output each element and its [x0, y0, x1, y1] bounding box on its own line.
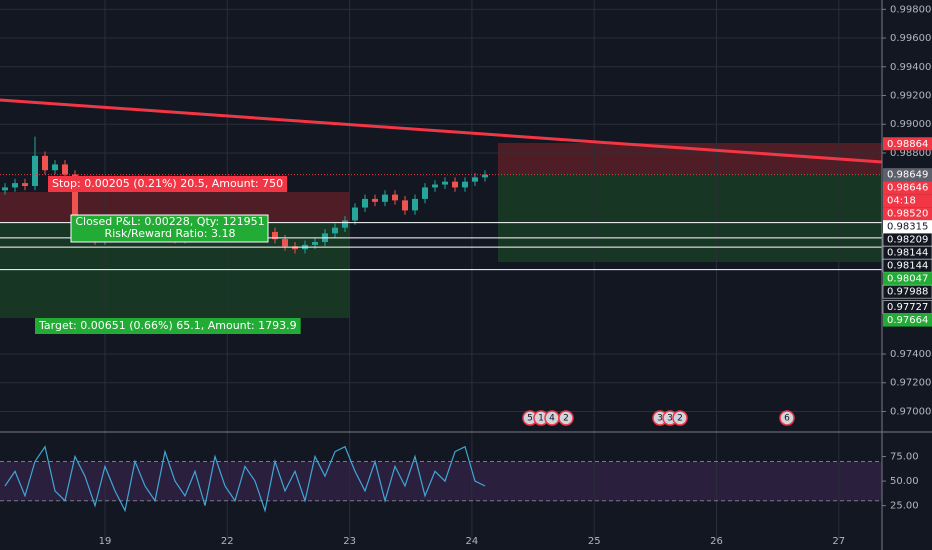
price-label-bg	[883, 181, 932, 195]
y-tick-label: 0.99600	[890, 33, 931, 44]
price-label-bg	[883, 207, 932, 221]
x-tick-label: 25	[588, 536, 601, 547]
trend-line	[0, 98, 883, 164]
candle-body	[42, 155, 48, 171]
y-tick-label: 0.99800	[890, 4, 931, 15]
price-label: 0.98864	[887, 139, 928, 150]
event-count: 3	[657, 414, 663, 424]
candle-body	[2, 187, 8, 191]
price-label: 0.97727	[887, 302, 928, 313]
event-count: 5	[527, 414, 533, 424]
x-tick-label: 26	[710, 536, 723, 547]
event-bubble	[779, 410, 795, 426]
candle-body	[72, 174, 78, 225]
x-tick-label: 22	[221, 536, 234, 547]
price-label-bg	[883, 313, 932, 327]
candle-body	[362, 198, 368, 208]
price-label: 0.98144	[887, 261, 928, 272]
y-tick-label: 0.98800	[890, 148, 931, 159]
y-tick-label: 0.99200	[890, 91, 931, 102]
price-label: 0.97664	[887, 315, 928, 326]
target-zone	[498, 174, 882, 262]
candle-body	[482, 174, 488, 178]
closed-text: Closed P&L: 0.00228, Qty: 121951	[75, 215, 264, 228]
y-tick-label: 0.99000	[890, 119, 931, 130]
closed-text: Risk/Reward Ratio: 3.18	[105, 227, 236, 240]
candle-body	[442, 181, 448, 185]
price-label-bg	[883, 220, 932, 234]
candle-body	[32, 155, 38, 186]
candle-body	[422, 187, 428, 199]
rsi-tick-label: 75.00	[890, 452, 919, 463]
annotation: Target: 0.00651 (0.66%) 65.1, Amount: 17…	[35, 318, 301, 334]
candle-body	[412, 198, 418, 211]
price-label-bg	[883, 194, 932, 208]
candle-body	[472, 177, 478, 182]
x-tick-label: 23	[343, 536, 356, 547]
candle-body	[22, 183, 28, 186]
annotation-text: Stop: 0.00205 (0.21%) 20.5, Amount: 750	[52, 177, 283, 190]
event-count: 1	[538, 414, 544, 424]
candle-body	[292, 246, 298, 250]
price-label: 0.98315	[887, 222, 928, 233]
price-label: 0.98144	[887, 248, 928, 259]
candle-body	[402, 200, 408, 211]
candle-body	[342, 220, 348, 228]
candle-body	[312, 242, 318, 245]
candle-body	[372, 198, 378, 202]
candle-body	[52, 164, 58, 171]
event-count: 3	[667, 414, 673, 424]
price-label: 0.97988	[887, 287, 928, 298]
candle-body	[452, 181, 458, 188]
event-count: 2	[677, 414, 683, 424]
candle-body	[382, 194, 388, 202]
rsi-band	[0, 462, 882, 501]
price-label: 0.98047	[887, 274, 928, 285]
price-label-bg	[882, 284, 932, 299]
candle-body	[272, 231, 278, 240]
rsi-tick-label: 50.00	[890, 476, 919, 487]
candle-body	[282, 239, 288, 247]
annotation: Stop: 0.00205 (0.21%) 20.5, Amount: 750	[48, 176, 288, 192]
price-label: 04:18	[887, 196, 916, 207]
rsi-line	[4, 445, 486, 513]
y-tick-label: 0.97200	[890, 378, 931, 389]
annotation-bg	[35, 318, 301, 334]
candle-body	[332, 227, 338, 234]
event-count: 2	[563, 414, 569, 424]
x-tick-label: 27	[832, 536, 845, 547]
price-label-bg	[883, 137, 932, 151]
event-bubble	[558, 410, 574, 426]
rsi-tick-label: 25.00	[890, 501, 919, 512]
price-label-bg	[883, 272, 932, 286]
annotation-text: Target: 0.00651 (0.66%) 65.1, Amount: 17…	[38, 319, 297, 332]
annotation-bg	[48, 176, 288, 192]
x-tick-label: 24	[466, 536, 479, 547]
price-label: 0.98520	[887, 209, 928, 220]
price-label: 0.98646	[887, 183, 928, 194]
candle-body	[462, 181, 468, 188]
y-tick-label: 0.97400	[890, 349, 931, 360]
closed-box: Closed P&L: 0.00228, Qty: 121951Risk/Rew…	[70, 214, 269, 243]
event-bubble	[672, 410, 688, 426]
event-count: 6	[784, 414, 790, 424]
event-count: 4	[549, 414, 555, 424]
x-tick-label: 19	[99, 536, 112, 547]
y-tick-label: 0.97000	[890, 406, 931, 417]
y-tick-label: 0.99400	[890, 62, 931, 73]
closed-bg	[70, 214, 269, 243]
price-label: 0.98209	[887, 235, 928, 246]
candle-body	[432, 184, 438, 188]
candle-body	[12, 183, 18, 188]
candle-body	[62, 164, 68, 175]
price-label: 0.98649	[887, 170, 928, 181]
price-label-bg	[883, 168, 932, 182]
candle-body	[352, 207, 358, 221]
candle-body	[392, 194, 398, 201]
